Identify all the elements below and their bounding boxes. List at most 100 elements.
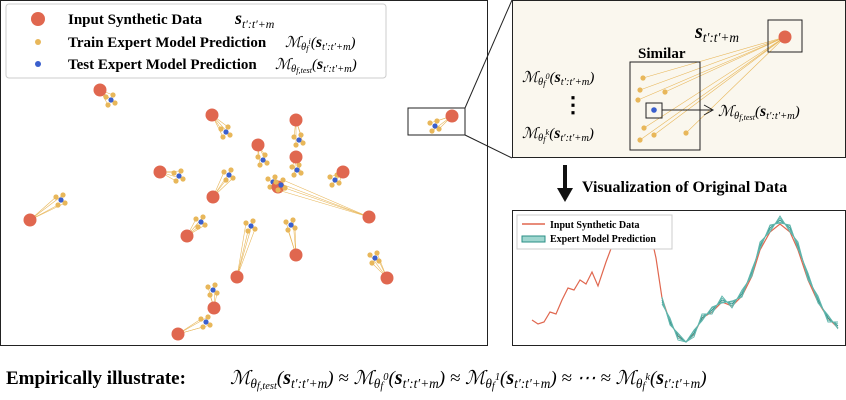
input-point xyxy=(289,150,303,164)
prediction-line xyxy=(661,222,839,343)
formula-text: ) xyxy=(794,104,800,120)
link xyxy=(282,179,370,218)
formula-sub: t′:t′+m xyxy=(403,376,440,391)
train-point xyxy=(243,220,249,226)
train-point xyxy=(292,225,298,231)
train-point xyxy=(637,87,643,93)
link xyxy=(236,230,249,278)
formula-sub: θ xyxy=(485,376,492,391)
legend-marker xyxy=(35,61,41,67)
formula-sub: t′:t′+m xyxy=(664,376,701,391)
test-point xyxy=(296,137,302,143)
zoom-input: st′:t′+m xyxy=(694,21,739,45)
down-arrow-head xyxy=(557,188,573,202)
formula-text: ) xyxy=(351,57,357,73)
train-point xyxy=(275,187,281,193)
train-point xyxy=(227,132,233,138)
test-point xyxy=(210,287,216,293)
formula-sub: θ xyxy=(374,376,381,391)
train-point xyxy=(252,226,258,232)
formula-text: ) xyxy=(588,126,594,142)
legend-label: Input Synthetic Data xyxy=(68,12,203,28)
formula-text: ℳ xyxy=(353,368,376,389)
train-point xyxy=(298,132,304,138)
link xyxy=(29,194,64,221)
link xyxy=(643,36,786,129)
train-point xyxy=(55,202,61,208)
input-point xyxy=(93,83,107,97)
link xyxy=(653,36,786,136)
train-point xyxy=(376,258,382,264)
similar-box xyxy=(629,61,701,151)
train-point xyxy=(272,174,278,180)
link xyxy=(639,36,786,91)
link xyxy=(685,36,786,134)
train-point xyxy=(214,290,220,296)
formula-sub: θ xyxy=(538,77,543,88)
train-point xyxy=(223,177,229,183)
zoom-box xyxy=(407,107,466,136)
input-box xyxy=(767,19,803,53)
formula-bold: s xyxy=(315,34,322,51)
link xyxy=(275,181,370,218)
formula-bold: s xyxy=(282,367,291,389)
formula-text: ( xyxy=(755,104,761,120)
formula-sub: t′:t′+m xyxy=(514,376,551,391)
train-point xyxy=(220,134,226,140)
formula-sub: t′:t′+m xyxy=(561,77,590,88)
train-point xyxy=(282,185,288,191)
train-point xyxy=(298,170,304,176)
formula-text: ℳ xyxy=(230,368,253,389)
inset-legend-label: Input Synthetic Data xyxy=(550,220,639,231)
test-point xyxy=(294,167,300,173)
formula-subsup: k xyxy=(645,372,650,383)
formula-text: ℳ xyxy=(465,368,488,389)
legend-formula: ℳθf,test(st′:t′+m) xyxy=(275,56,357,75)
input-line xyxy=(531,216,839,343)
test-point xyxy=(260,157,266,163)
train-point xyxy=(273,179,279,185)
formula-bold: s xyxy=(655,367,664,389)
test-point xyxy=(278,182,284,188)
train-point xyxy=(225,124,231,130)
train-point xyxy=(262,152,268,158)
test-point xyxy=(432,123,438,129)
train-point xyxy=(221,169,227,175)
link xyxy=(284,187,370,218)
formula-text: ( xyxy=(549,126,555,142)
formula-subsup: i xyxy=(309,37,312,46)
train-point xyxy=(105,102,111,108)
train-point xyxy=(683,130,689,136)
input-point xyxy=(362,210,376,224)
formula-subsub: f,test xyxy=(739,113,756,122)
formula-subsub: f xyxy=(642,381,647,392)
train-point xyxy=(257,162,263,168)
train-point xyxy=(637,137,643,143)
formula-subsup: 0 xyxy=(546,72,551,81)
train-point xyxy=(267,184,273,190)
link xyxy=(277,189,370,218)
train-point xyxy=(296,162,302,168)
train-point xyxy=(205,314,211,320)
formula-sub: θ xyxy=(636,376,643,391)
formula-subsub: f xyxy=(380,381,385,392)
formula-text: ( xyxy=(500,368,508,389)
train-point xyxy=(436,126,442,132)
train-point xyxy=(205,284,211,290)
train-point xyxy=(207,292,213,298)
formula-subsup: 0 xyxy=(383,372,389,383)
link xyxy=(642,36,786,79)
formula-text: ( xyxy=(311,35,317,51)
formula-text: ) ≈ ⋯ ≈ xyxy=(549,368,615,389)
formula-bold: s xyxy=(505,367,514,389)
zoom-first: ℳθf0(st′:t′+m) xyxy=(522,69,594,88)
formula-bold: s xyxy=(554,69,561,86)
train-point xyxy=(290,217,296,223)
zoom-dots: ⋮ xyxy=(562,92,584,117)
train-point xyxy=(635,97,641,103)
formula-sub: t′:t′+m xyxy=(766,111,795,122)
train-point xyxy=(300,140,306,146)
train-point xyxy=(640,75,646,81)
legend-label: Train Expert Model Prediction xyxy=(68,35,267,51)
